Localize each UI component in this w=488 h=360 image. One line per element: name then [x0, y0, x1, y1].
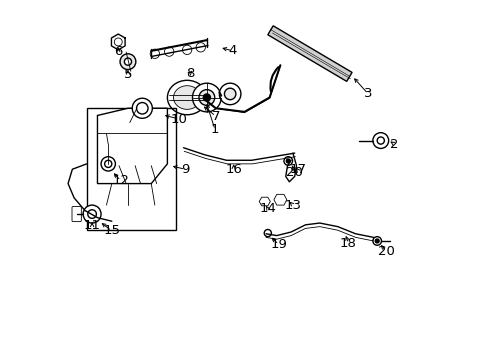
Circle shape [199, 90, 214, 105]
FancyBboxPatch shape [72, 207, 81, 222]
Text: 12: 12 [112, 174, 129, 187]
Circle shape [196, 42, 205, 52]
Polygon shape [273, 194, 286, 205]
Bar [86, 108, 176, 230]
Polygon shape [259, 197, 270, 206]
Circle shape [203, 94, 210, 101]
Text: 10: 10 [170, 113, 187, 126]
Circle shape [101, 157, 115, 171]
Circle shape [104, 160, 112, 167]
Circle shape [374, 239, 378, 243]
Circle shape [83, 205, 101, 223]
Circle shape [120, 54, 136, 69]
Circle shape [164, 47, 174, 56]
Circle shape [114, 38, 122, 46]
Text: 19: 19 [270, 238, 287, 251]
Text: 17: 17 [288, 163, 305, 176]
Text: 5: 5 [123, 68, 132, 81]
Polygon shape [267, 26, 351, 81]
Circle shape [264, 229, 271, 237]
Text: 15: 15 [103, 224, 120, 238]
Text: 14: 14 [259, 202, 276, 215]
Circle shape [219, 83, 241, 105]
Circle shape [88, 210, 96, 219]
Text: 8: 8 [185, 67, 194, 80]
Circle shape [286, 159, 289, 163]
Circle shape [284, 157, 292, 165]
Circle shape [132, 98, 152, 118]
Ellipse shape [173, 86, 201, 109]
Text: 1: 1 [210, 123, 219, 136]
Circle shape [376, 137, 384, 144]
Circle shape [192, 83, 221, 112]
Circle shape [136, 103, 148, 114]
Text: 9: 9 [181, 163, 189, 176]
Text: 7: 7 [211, 110, 220, 123]
Text: 20: 20 [285, 166, 303, 179]
Text: 16: 16 [225, 163, 242, 176]
Circle shape [182, 45, 191, 54]
Text: 6: 6 [114, 45, 122, 58]
Circle shape [150, 49, 159, 58]
Circle shape [372, 237, 381, 245]
Text: 2: 2 [389, 138, 398, 150]
Ellipse shape [167, 80, 206, 115]
Text: 3: 3 [363, 87, 372, 100]
Circle shape [124, 58, 131, 65]
Text: 20: 20 [377, 244, 394, 257]
Circle shape [372, 133, 388, 148]
Text: 4: 4 [228, 44, 237, 57]
Text: 13: 13 [284, 199, 301, 212]
Polygon shape [97, 108, 167, 184]
Circle shape [224, 88, 235, 100]
Text: 18: 18 [339, 237, 356, 250]
Text: 11: 11 [83, 219, 101, 233]
